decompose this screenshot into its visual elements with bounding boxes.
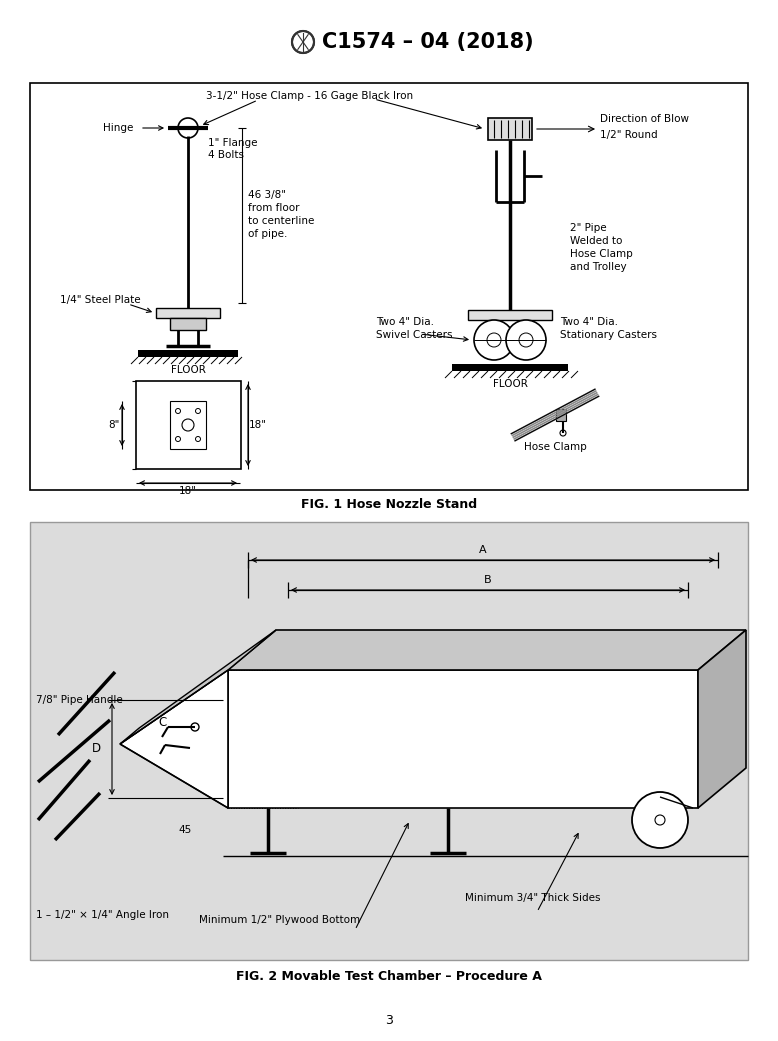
Text: to centerline: to centerline xyxy=(248,215,314,226)
Circle shape xyxy=(560,430,566,436)
Text: FLOOR: FLOOR xyxy=(170,365,205,375)
Text: A: A xyxy=(479,545,487,555)
Bar xyxy=(452,364,568,371)
Polygon shape xyxy=(120,670,228,808)
Polygon shape xyxy=(228,670,698,808)
Text: Two 4" Dia.: Two 4" Dia. xyxy=(560,318,618,327)
Text: D: D xyxy=(92,742,100,756)
Circle shape xyxy=(474,320,514,360)
Text: 3: 3 xyxy=(385,1014,393,1026)
Bar xyxy=(156,308,220,318)
Bar xyxy=(170,318,206,330)
Text: of pipe.: of pipe. xyxy=(248,229,287,239)
Text: B: B xyxy=(484,575,492,585)
Bar xyxy=(138,350,238,357)
Circle shape xyxy=(182,418,194,431)
Polygon shape xyxy=(698,630,746,808)
Text: Swivel Casters: Swivel Casters xyxy=(376,330,453,340)
Text: Hinge: Hinge xyxy=(103,123,133,133)
Text: from floor: from floor xyxy=(248,203,300,213)
Text: C1574 – 04 (2018): C1574 – 04 (2018) xyxy=(322,32,534,52)
Bar xyxy=(136,381,241,469)
Bar xyxy=(488,118,532,139)
Polygon shape xyxy=(120,630,276,744)
Text: 2" Pipe: 2" Pipe xyxy=(570,223,607,233)
Text: FIG. 1 Hose Nozzle Stand: FIG. 1 Hose Nozzle Stand xyxy=(301,498,477,510)
Text: Minimum 1/2" Plywood Bottom: Minimum 1/2" Plywood Bottom xyxy=(199,915,360,925)
Text: C: C xyxy=(158,715,166,729)
Text: 1/4" Steel Plate: 1/4" Steel Plate xyxy=(60,295,141,305)
Text: 46 3/8": 46 3/8" xyxy=(248,191,286,200)
Text: FLOOR: FLOOR xyxy=(492,379,527,389)
Circle shape xyxy=(195,436,201,441)
Circle shape xyxy=(487,333,501,347)
Circle shape xyxy=(178,118,198,138)
Text: Two 4" Dia.: Two 4" Dia. xyxy=(376,318,434,327)
Text: 4 Bolts: 4 Bolts xyxy=(208,150,244,160)
Text: FIG. 2 Movable Test Chamber – Procedure A: FIG. 2 Movable Test Chamber – Procedure … xyxy=(236,969,542,983)
Bar xyxy=(30,522,748,960)
Text: 1/2" Round: 1/2" Round xyxy=(600,130,657,139)
Circle shape xyxy=(191,723,199,731)
Text: Minimum 3/4" Thick Sides: Minimum 3/4" Thick Sides xyxy=(465,893,601,903)
Circle shape xyxy=(519,333,533,347)
Text: 3-1/2" Hose Clamp - 16 Gage Black Iron: 3-1/2" Hose Clamp - 16 Gage Black Iron xyxy=(206,91,414,101)
Circle shape xyxy=(655,815,665,826)
Polygon shape xyxy=(228,630,746,670)
Circle shape xyxy=(292,31,314,53)
Text: Direction of Blow: Direction of Blow xyxy=(600,115,689,124)
Text: 8": 8" xyxy=(108,420,120,430)
Circle shape xyxy=(195,408,201,413)
Text: 45: 45 xyxy=(178,826,191,835)
Circle shape xyxy=(176,436,180,441)
Text: 7/8" Pipe Handle: 7/8" Pipe Handle xyxy=(36,695,123,705)
Text: Stationary Casters: Stationary Casters xyxy=(560,330,657,340)
Bar xyxy=(556,409,566,421)
Bar xyxy=(170,401,206,449)
Text: 18": 18" xyxy=(179,486,197,496)
Text: 1 – 1/2" × 1/4" Angle Iron: 1 – 1/2" × 1/4" Angle Iron xyxy=(36,910,169,920)
Text: 18": 18" xyxy=(249,420,267,430)
Circle shape xyxy=(632,792,688,848)
Text: Hose Clamp: Hose Clamp xyxy=(570,249,633,259)
Bar xyxy=(468,310,552,320)
Text: Welded to: Welded to xyxy=(570,236,622,246)
Text: Hose Clamp: Hose Clamp xyxy=(524,442,587,452)
Bar xyxy=(30,83,748,490)
Text: and Trolley: and Trolley xyxy=(570,262,626,272)
Text: 1" Flange: 1" Flange xyxy=(208,138,258,148)
Circle shape xyxy=(176,408,180,413)
Circle shape xyxy=(506,320,546,360)
